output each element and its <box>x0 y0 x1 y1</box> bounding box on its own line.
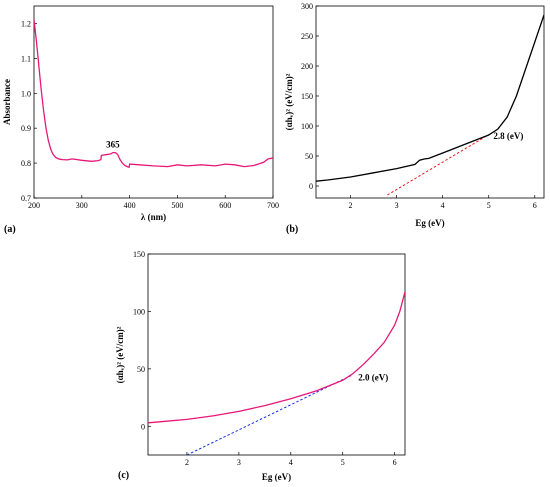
plot-frame <box>315 5 545 199</box>
y-tick-label: 0.8 <box>21 159 31 168</box>
x-tick-label: 3 <box>395 201 399 210</box>
x-tick-label: 400 <box>124 201 136 210</box>
y-tick-label: 50 <box>305 152 313 161</box>
x-tick-label: 5 <box>341 458 345 467</box>
y-tick-label: 150 <box>133 250 145 259</box>
chart-3: 2 3 4 5 6 0 50 100 150 2.0 (eV) Eg (eV) (αhᵥ)² (eV/… <box>115 250 406 482</box>
y-tick-label: 200 <box>301 62 313 71</box>
chart-1: 200 300 400 500 600 700 0.7 0.8 0.9 1.0 1.1 1.2 365 λ… <box>2 5 279 235</box>
y-tick-label: 250 <box>301 32 313 41</box>
x-axis-label: Eg (eV) <box>262 472 291 482</box>
y-tick-label: 0.9 <box>21 124 31 133</box>
y-axis-label: (αhᵥ)² (eV/cm)² <box>115 326 125 383</box>
y-axis-label: Absorbance <box>2 79 12 125</box>
y-tick-label: 1.1 <box>21 54 31 63</box>
x-tick-label: 3 <box>237 458 241 467</box>
annotation-label: 2.8 (eV) <box>493 131 523 141</box>
x-tick-label: 2 <box>349 201 353 210</box>
panel-label: (a) <box>4 224 16 235</box>
series-line <box>148 291 405 424</box>
y-tick-label: 100 <box>301 122 313 131</box>
x-axis-label: Eg (eV) <box>415 218 444 228</box>
x-tick-label: 700 <box>267 201 279 210</box>
x-tick-label: 500 <box>171 201 183 210</box>
tauc-fit-line <box>387 131 494 196</box>
y-axis-label: (αhᵥ)² (eV/cm)² <box>284 73 294 130</box>
y-tick-label: 1.0 <box>21 89 31 98</box>
series-line <box>316 14 544 182</box>
x-tick-label: 4 <box>441 201 445 210</box>
series-line <box>34 19 273 169</box>
x-tick-label: 6 <box>393 458 397 467</box>
y-tick-label: 0.7 <box>21 194 31 203</box>
annotation-label: 2.0 (eV) <box>358 372 388 382</box>
y-tick-label: 300 <box>301 2 313 11</box>
tauc-fit-line <box>186 374 354 455</box>
y-tick-label: 0 <box>309 182 313 191</box>
y-tick-label: 1.2 <box>21 19 31 28</box>
x-tick-label: 600 <box>219 201 231 210</box>
plot-frame <box>147 253 406 456</box>
y-tick-label: 100 <box>133 307 145 316</box>
panel-label: (b) <box>286 224 298 235</box>
x-tick-label: 300 <box>76 201 88 210</box>
annotation-label: 365 <box>106 139 120 149</box>
x-tick-label: 200 <box>28 201 40 210</box>
x-tick-label: 2 <box>185 458 189 467</box>
plot-frame <box>33 5 274 199</box>
y-tick-label: 50 <box>137 365 145 374</box>
y-tick-label: 0 <box>141 422 145 431</box>
x-tick-label: 4 <box>289 458 293 467</box>
panel-label: (c) <box>118 470 129 481</box>
x-tick-label: 5 <box>487 201 491 210</box>
x-tick-label: 6 <box>533 201 537 210</box>
chart-2: 2 3 4 5 6 0 50 100 150 200 250 300 2.8 (eV) Eg (eV) (α… <box>284 2 545 235</box>
y-tick-label: 150 <box>301 92 313 101</box>
x-axis-label: λ (nm) <box>141 212 166 222</box>
